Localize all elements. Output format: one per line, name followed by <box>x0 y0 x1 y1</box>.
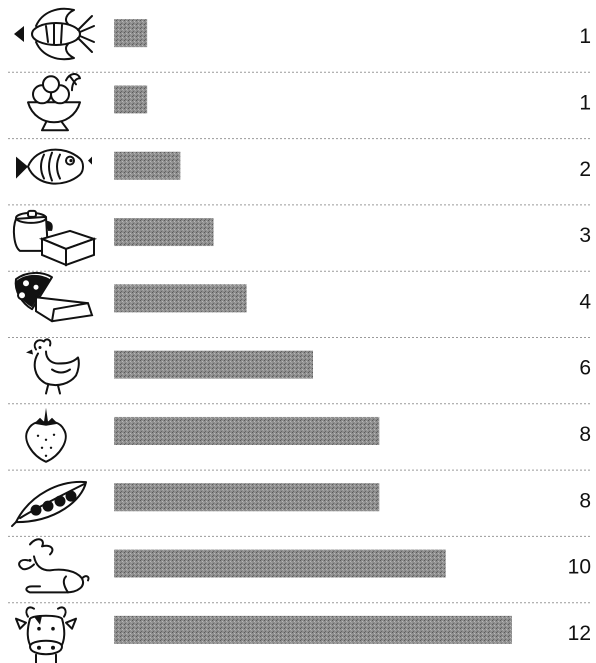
bar-rabbit <box>114 549 446 578</box>
bar-chicken <box>114 350 313 379</box>
value-label: 6 <box>579 357 591 380</box>
cow-icon <box>15 606 77 663</box>
value-label: 8 <box>579 489 591 512</box>
value-label: 1 <box>579 91 591 114</box>
row-icons <box>11 7 98 663</box>
bar-cow <box>114 615 512 644</box>
bars <box>114 19 512 644</box>
bar-peas <box>114 483 380 512</box>
bar-fish <box>114 151 181 180</box>
value-label: 1 <box>579 25 591 48</box>
bar-ice-cream <box>114 85 148 114</box>
bar-butter <box>114 218 214 247</box>
value-label: 4 <box>579 290 591 313</box>
row-dividers <box>8 71 590 604</box>
value-label: 10 <box>568 556 591 579</box>
value-label: 2 <box>579 158 591 181</box>
fish-icon <box>16 148 92 185</box>
strawberry-icon <box>25 407 67 463</box>
peas-icon <box>11 480 87 528</box>
chicken-icon <box>26 338 80 395</box>
ice-cream-icon <box>27 73 81 132</box>
bar-cheese <box>114 284 247 313</box>
lobster-icon <box>14 7 95 61</box>
cheese-icon <box>14 271 94 323</box>
value-label: 12 <box>568 622 591 645</box>
value-label: 8 <box>579 423 591 446</box>
value-label: 3 <box>579 224 591 247</box>
butter-icon <box>12 209 98 267</box>
rabbit-icon <box>18 538 90 594</box>
bar-lobster <box>114 19 148 48</box>
bar-strawberry <box>114 416 380 445</box>
